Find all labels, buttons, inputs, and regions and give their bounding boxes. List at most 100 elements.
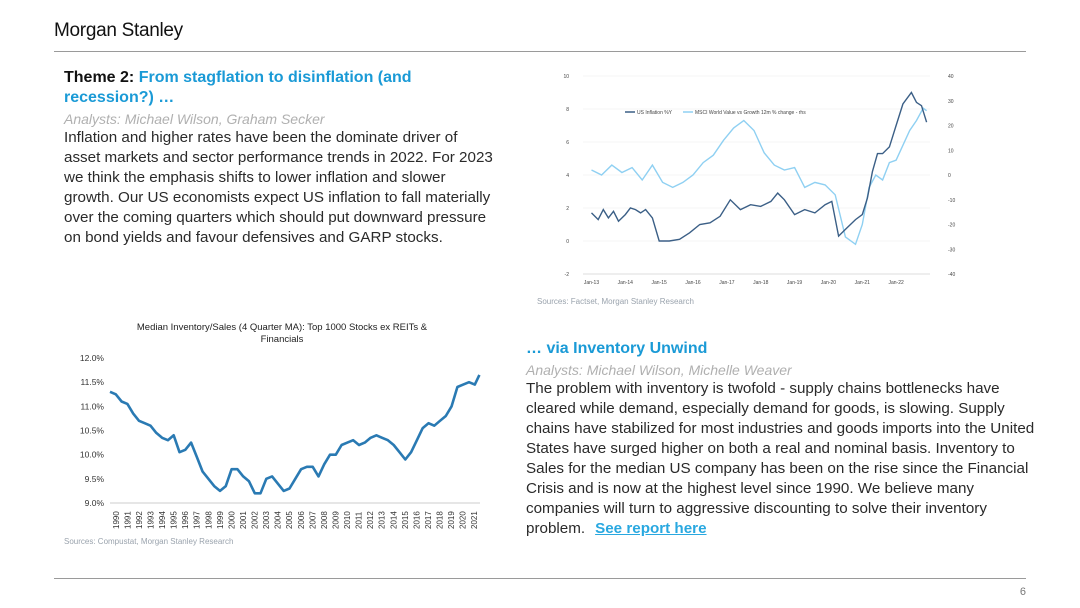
header-divider xyxy=(54,51,1026,52)
see-report-link[interactable]: See report here xyxy=(595,520,707,537)
chart2-x-axis: 1990 1991 1992 1993 1994 1995 1996 1997 1998 1999… xyxy=(110,502,480,529)
chart1-right-tick: -20 xyxy=(948,223,955,229)
inventory-analysts: Analysts: Michael Wilson, Michelle Weave… xyxy=(526,362,792,378)
chart2-x-tick: 2001 xyxy=(239,511,248,529)
chart1-left-tick: 10 xyxy=(563,74,569,80)
chart1-left-tick: 8 xyxy=(566,107,569,113)
chart2-x-tick: 2020 xyxy=(459,511,468,529)
chart2-y-tick: 11.5% xyxy=(81,377,105,387)
chart1-left-tick: 0 xyxy=(566,239,569,245)
chart2-x-tick: 2018 xyxy=(436,511,445,529)
chart1-x-tick: Jan-14 xyxy=(618,280,634,286)
chart2-x-tick: 2016 xyxy=(412,511,421,529)
theme-body: Inflation and higher rates have been the… xyxy=(64,129,493,246)
chart2-x-tick: 1999 xyxy=(216,511,225,529)
theme-title-accent: From stagflation to disinflation (and re… xyxy=(64,69,412,106)
chart2-x-tick: 1995 xyxy=(170,511,179,529)
chart2-x-tick: 2021 xyxy=(470,511,479,529)
chart1-x-tick: Jan-22 xyxy=(888,280,904,286)
chart1-legend: US Inflation %Y MSCI World Value vs Growt… xyxy=(625,110,806,116)
chart2-x-tick: 1993 xyxy=(146,511,155,529)
chart1-x-tick: Jan-16 xyxy=(685,280,701,286)
chart2-y-tick: 12.0% xyxy=(80,353,105,363)
chart2-x-tick: 2017 xyxy=(424,511,433,529)
chart2-x-tick: 2011 xyxy=(355,511,364,529)
chart2-x-tick: 1997 xyxy=(193,511,202,529)
chart2-x-tick: 2005 xyxy=(285,511,294,529)
chart1-legend-msci: MSCI World Value vs Growth 12m % change … xyxy=(695,110,806,116)
chart1-x-tick: Jan-19 xyxy=(787,280,803,286)
chart1-series xyxy=(591,91,928,246)
chart1-legend-inflation: US Inflation %Y xyxy=(637,110,673,116)
chart2-x-tick: 1996 xyxy=(181,511,190,529)
chart1-series-us-inflation xyxy=(591,91,928,242)
chart1-right-tick: 40 xyxy=(948,74,954,80)
theme-section: Theme 2: From stagflation to disinflatio… xyxy=(64,68,494,248)
theme-title: Theme 2: From stagflation to disinflatio… xyxy=(64,68,494,108)
chart1-right-tick: -30 xyxy=(948,247,955,253)
page-number: 6 xyxy=(1019,586,1026,598)
chart1-x-tick: Jan-21 xyxy=(855,280,871,286)
theme-analysts: Analysts: Michael Wilson, Graham Secker xyxy=(64,111,325,127)
chart2-x-tick: 2008 xyxy=(320,511,329,529)
chart2-y-tick: 10.0% xyxy=(80,450,105,460)
chart2-series-inventory-sales xyxy=(109,374,481,495)
chart2-y-tick: 9.0% xyxy=(85,498,105,508)
chart2-y-tick: 10.5% xyxy=(80,426,105,436)
chart1-right-axis: 40 30 20 10 0 -10 -20 -30 -40 xyxy=(948,74,955,278)
chart2-x-tick: 2000 xyxy=(227,511,236,529)
chart2-series xyxy=(109,374,481,495)
chart1-right-tick: -40 xyxy=(948,272,955,278)
chart1-left-tick: 4 xyxy=(566,173,569,179)
chart1-x-tick: Jan-15 xyxy=(652,280,668,286)
chart1-right-tick: 20 xyxy=(948,124,954,130)
chart1-right-tick: -10 xyxy=(948,198,955,204)
chart1-x-tick: Jan-13 xyxy=(584,280,600,286)
inventory-body: The problem with inventory is twofold - … xyxy=(526,379,1036,539)
chart1-left-tick: -2 xyxy=(565,272,570,278)
chart2-x-tick: 2007 xyxy=(308,511,317,529)
chart2-y-axis: 12.0% 11.5% 11.0% 10.5% 10.0% 9.5% 9.0% xyxy=(80,353,105,508)
inventory-title: … via Inventory Unwind xyxy=(526,340,708,357)
bottom-chart-source: Sources: Compustat, Morgan Stanley Resea… xyxy=(64,537,234,546)
chart2-title-line1: Median Inventory/Sales (4 Quarter MA): T… xyxy=(137,322,428,333)
chart2-x-tick: 1992 xyxy=(135,511,144,529)
morgan-stanley-logo: Morgan Stanley xyxy=(54,20,183,41)
chart1-left-tick: 2 xyxy=(566,206,569,212)
chart1-x-tick: Jan-17 xyxy=(719,280,735,286)
chart2-x-tick: 2015 xyxy=(401,511,410,529)
theme-title-lead: Theme 2: xyxy=(64,69,139,86)
chart2-x-tick: 1990 xyxy=(112,511,121,529)
chart1-left-tick: 6 xyxy=(566,140,569,146)
inventory-body-text: The problem with inventory is twofold - … xyxy=(526,380,1035,537)
top-chart-source: Sources: Factset, Morgan Stanley Researc… xyxy=(537,297,694,306)
chart1-right-tick: 0 xyxy=(948,173,951,179)
chart1-right-tick: 30 xyxy=(948,99,954,105)
chart2-x-tick: 2003 xyxy=(262,511,271,529)
inventory-sales-chart: Median Inventory/Sales (4 Quarter MA): T… xyxy=(80,322,481,529)
chart1-right-tick: 10 xyxy=(948,148,954,154)
chart2-title-line2: Financials xyxy=(261,334,304,345)
chart2-x-tick: 1998 xyxy=(204,511,213,529)
chart2-x-tick: 1994 xyxy=(158,511,167,529)
chart1-left-axis: 10 8 6 4 2 0 -2 xyxy=(563,74,569,278)
inventory-section: … via Inventory Unwind Analysts: Michael… xyxy=(526,339,1036,539)
chart2-y-tick: 9.5% xyxy=(85,474,105,484)
chart1-gridlines xyxy=(583,75,930,275)
footer-divider xyxy=(54,578,1026,579)
chart2-x-tick: 2010 xyxy=(343,511,352,529)
chart2-x-tick: 2013 xyxy=(378,511,387,529)
chart2-x-tick: 2002 xyxy=(251,511,260,529)
chart2-x-tick: 2012 xyxy=(366,511,375,529)
chart1-x-axis: Jan-13 Jan-14 Jan-15 Jan-16 Jan-17 Jan-18 Jan-… xyxy=(583,273,930,286)
chart1-series-msci-value-growth xyxy=(591,107,928,246)
chart2-x-tick: 2009 xyxy=(331,511,340,529)
chart2-x-tick: 2019 xyxy=(447,511,456,529)
chart1-x-tick: Jan-18 xyxy=(753,280,769,286)
chart1-x-tick: Jan-20 xyxy=(821,280,837,286)
chart2-x-tick: 2014 xyxy=(389,511,398,529)
chart2-x-tick: 1991 xyxy=(123,511,132,529)
chart2-x-tick: 2006 xyxy=(297,511,306,529)
chart2-x-tick: 2004 xyxy=(274,511,283,529)
